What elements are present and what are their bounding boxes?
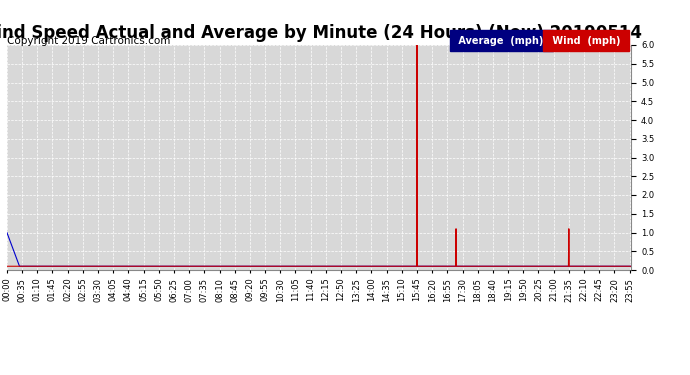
Text: Average  (mph): Average (mph) [455,36,547,46]
Text: Wind Speed Actual and Average by Minute (24 Hours) (New) 20190514: Wind Speed Actual and Average by Minute … [0,24,642,42]
Text: Copyright 2019 Cartronics.com: Copyright 2019 Cartronics.com [7,36,170,46]
Text: Wind  (mph): Wind (mph) [549,36,624,46]
